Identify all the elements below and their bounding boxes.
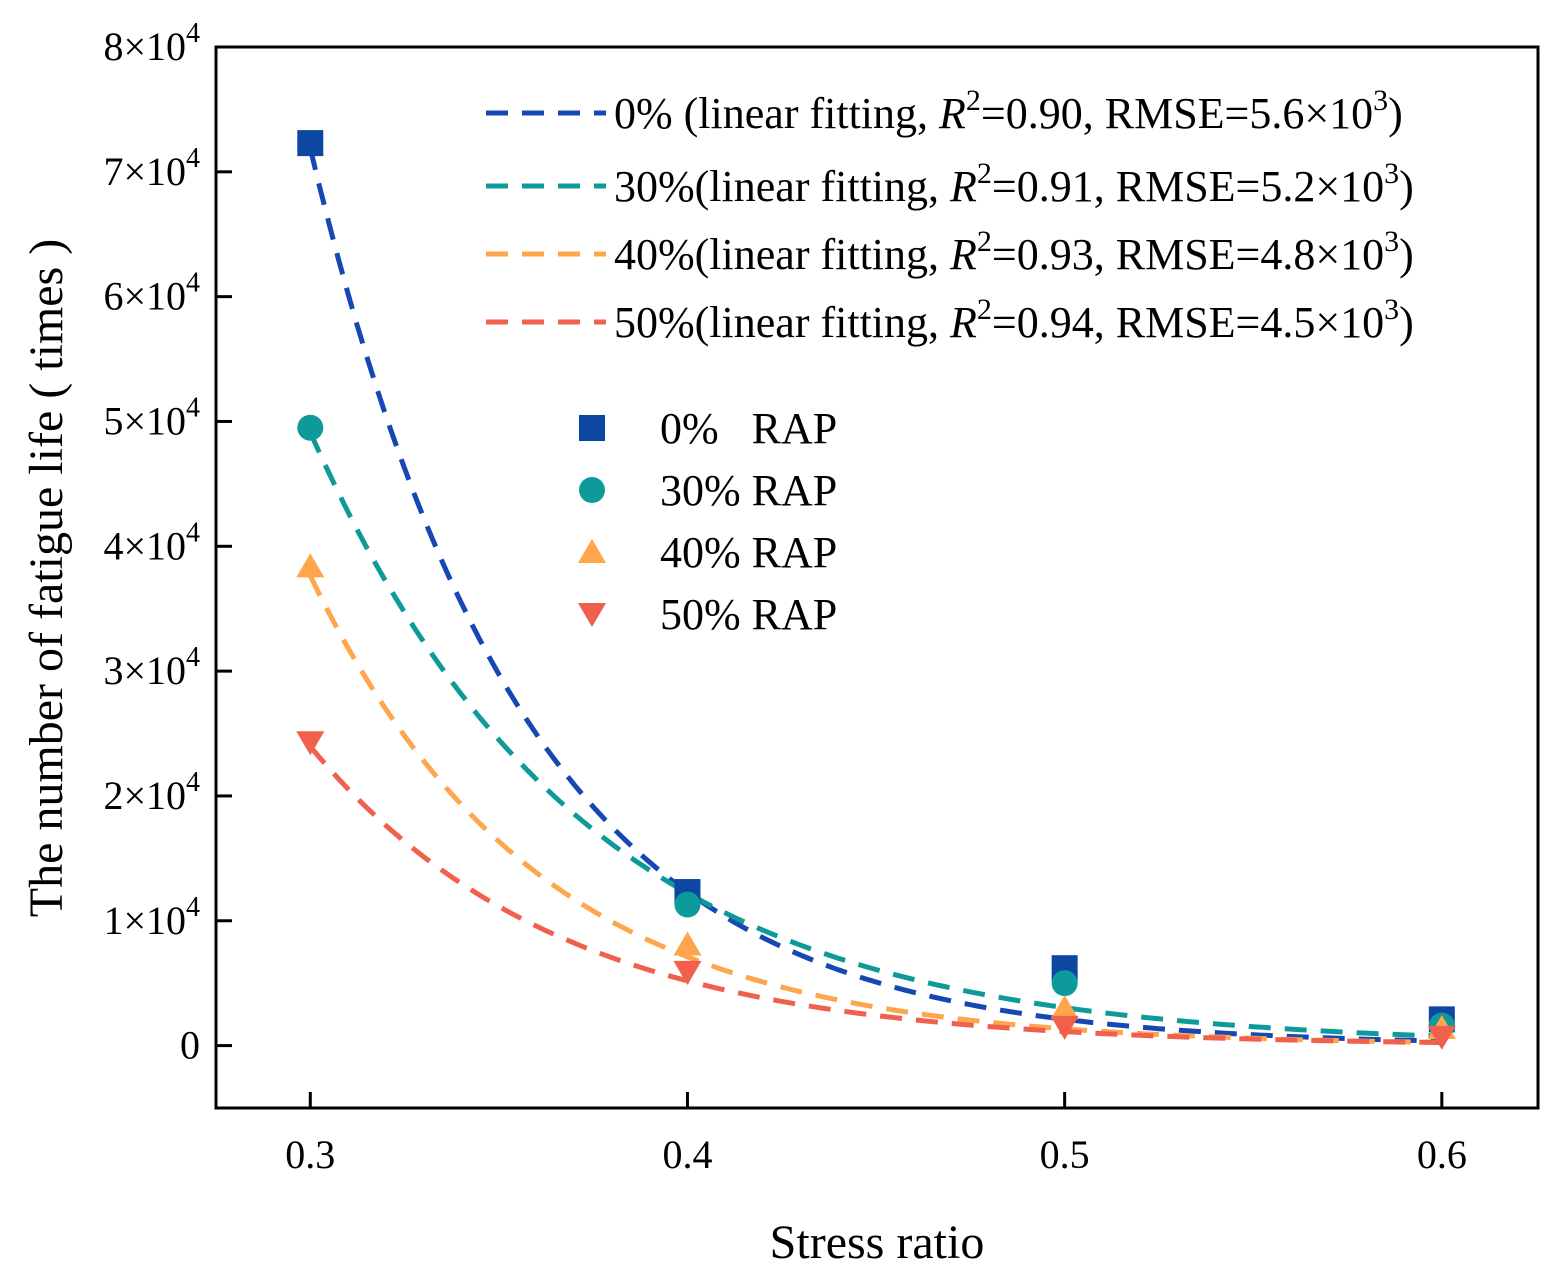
fit-legend: 0% (linear fitting, R2=0.90, RMSE=5.6×10… bbox=[486, 84, 1414, 347]
marker-legend: 0% RAP 30% RAP 40% RAP 50% RAP bbox=[577, 404, 837, 639]
y-tick-label: 6×104 bbox=[103, 268, 200, 319]
y-tick-label: 0 bbox=[180, 1023, 200, 1068]
marker-legend-symbol bbox=[579, 477, 605, 503]
x-axis-ticks: 0.3 0.4 0.5 0.6 bbox=[285, 1092, 1467, 1177]
x-tick-label: 0.3 bbox=[285, 1132, 335, 1177]
fit-curve bbox=[308, 744, 1442, 1046]
y-tick-label: 8×104 bbox=[103, 18, 200, 69]
y-tick-label: 5×104 bbox=[103, 392, 200, 443]
y-axis-title: The number of fatigue life ( times ) bbox=[20, 239, 73, 917]
y-tick-label: 4×104 bbox=[103, 517, 200, 568]
plot-area-border bbox=[214, 45, 1540, 1110]
data-point bbox=[296, 731, 325, 756]
data-point bbox=[297, 130, 324, 157]
x-tick-label: 0.4 bbox=[662, 1132, 712, 1177]
marker-legend-label: 30% RAP bbox=[660, 466, 837, 515]
y-tick-label: 7×104 bbox=[103, 143, 200, 194]
marker-legend-symbol bbox=[577, 602, 607, 627]
y-axis-ticks: 0 1×104 2×104 3×104 4×104 5×104 6×104 7×104 8×10… bbox=[103, 18, 232, 1068]
x-axis-title: Stress ratio bbox=[770, 1216, 985, 1269]
y-tick-label: 2×104 bbox=[103, 767, 200, 818]
data-point bbox=[1051, 970, 1078, 997]
marker-legend-label: 0% RAP bbox=[660, 404, 837, 453]
fit-curve bbox=[307, 147, 1442, 1044]
marker-legend-symbol bbox=[579, 415, 605, 441]
plot-frame bbox=[214, 45, 1540, 1110]
data-point bbox=[296, 553, 325, 578]
fit-curves bbox=[307, 147, 1442, 1046]
marker-legend-label: 50% RAP bbox=[660, 590, 837, 639]
data-point bbox=[673, 931, 702, 956]
y-tick-label: 3×104 bbox=[103, 642, 200, 693]
marker-legend-label: 40% RAP bbox=[660, 528, 837, 577]
fit-legend-label: 30%(linear fitting, R2=0.91, RMSE=5.2×10… bbox=[614, 157, 1414, 211]
y-tick-label: 1×104 bbox=[103, 892, 200, 943]
x-tick-label: 0.6 bbox=[1417, 1132, 1467, 1177]
fit-legend-label: 0% (linear fitting, R2=0.90, RMSE=5.6×10… bbox=[614, 84, 1403, 138]
fit-curve bbox=[308, 574, 1442, 1045]
fit-legend-label: 50%(linear fitting, R2=0.94, RMSE=4.5×10… bbox=[614, 293, 1414, 347]
data-point bbox=[1050, 995, 1079, 1020]
data-point bbox=[1050, 1015, 1079, 1040]
data-markers bbox=[296, 130, 1456, 1050]
data-point bbox=[673, 960, 702, 985]
data-point bbox=[1427, 1025, 1456, 1050]
data-point bbox=[297, 414, 324, 441]
data-point bbox=[674, 891, 701, 918]
fit-legend-label: 40%(linear fitting, R2=0.93, RMSE=4.8×10… bbox=[614, 225, 1414, 279]
x-tick-label: 0.5 bbox=[1040, 1132, 1090, 1177]
fit-curve bbox=[308, 431, 1442, 1039]
marker-legend-symbol bbox=[577, 539, 607, 564]
